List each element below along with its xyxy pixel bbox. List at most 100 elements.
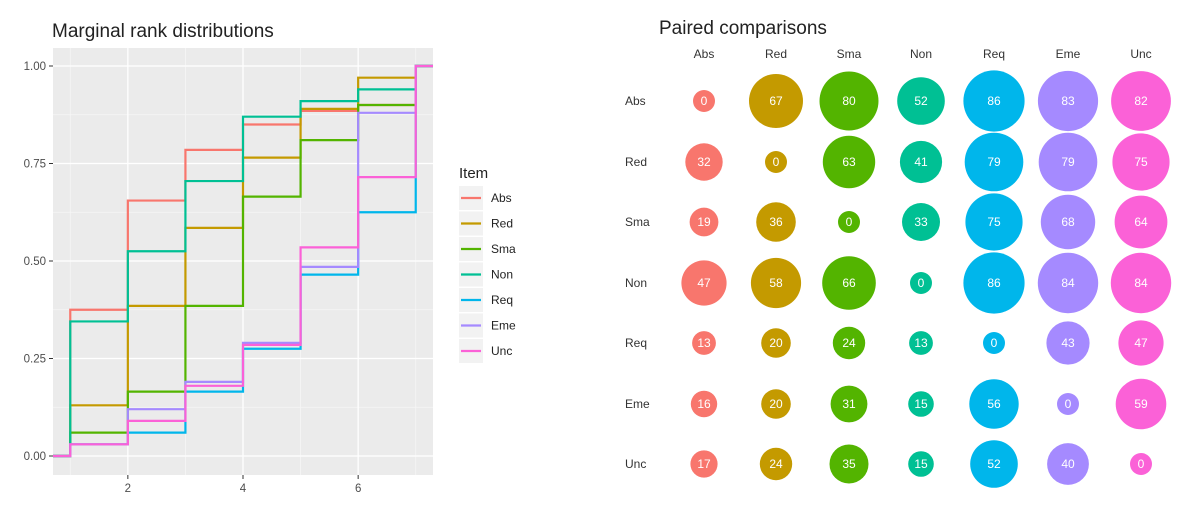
bubble-req-sma [832, 326, 866, 360]
bubble-unc-sma [829, 444, 869, 484]
legend-label-abs: Abs [491, 191, 512, 205]
column-headers: Abs Red Sma Non Req Eme Unc [694, 47, 1152, 61]
bubble-label: 0 [918, 276, 925, 290]
bubble-label: 80 [842, 94, 856, 108]
row-header-non: Non [625, 276, 647, 290]
column-header-abs: Abs [694, 47, 715, 61]
bubble-req-red [761, 328, 791, 358]
bubble-unc-non [908, 451, 934, 477]
legend-label-non: Non [491, 268, 513, 282]
bubble-non-eme [1037, 252, 1099, 314]
bubble-label: 24 [842, 336, 856, 350]
bubble-req-abs [692, 331, 716, 355]
bubble-label: 83 [1061, 94, 1075, 108]
column-header-unc: Unc [1130, 47, 1151, 61]
column-header-sma: Sma [837, 47, 862, 61]
x-tick-label: 6 [355, 483, 361, 495]
bubble-eme-abs [690, 390, 718, 418]
bubble-label: 66 [842, 276, 856, 290]
bubble-label: 33 [914, 215, 928, 229]
legend-items: Abs Red Sma Non Req Eme Unc [459, 186, 516, 363]
bubble-label: 35 [842, 457, 856, 471]
x-tick-label: 2 [125, 483, 131, 495]
bubbles: 0 67 80 52 86 83 82 32 0 63 41 79 79 75 19 36 0 33 75 68 64 4… [681, 70, 1172, 488]
paired-comparisons-chart: Paired comparisons Abs Red Sma Non Req Eme Unc… [600, 0, 1196, 515]
bubble-non-unc [1110, 252, 1172, 314]
bubble-label: 84 [1134, 276, 1148, 290]
bubble-label: 75 [1134, 155, 1148, 169]
bubble-non-sma [822, 256, 876, 310]
bubble-label: 41 [914, 155, 928, 169]
bubble-abs-sma [819, 71, 879, 131]
bubble-abs-non [897, 77, 945, 125]
bubble-eme-non [908, 391, 934, 417]
bubble-sma-red [756, 202, 796, 242]
bubble-label: 43 [1061, 336, 1075, 350]
bubble-label: 63 [842, 155, 856, 169]
bubble-unc-red [759, 447, 793, 481]
bubble-label: 31 [842, 397, 856, 411]
row-header-unc: Unc [625, 457, 646, 471]
x-tick-label: 4 [240, 483, 247, 495]
bubble-label: 0 [1065, 397, 1072, 411]
y-tick-label: 0.50 [24, 256, 46, 268]
bubble-unc-eme [1047, 443, 1089, 485]
paired-comparisons-svg: Paired comparisons Abs Red Sma Non Req Eme Unc… [625, 18, 1172, 488]
y-tick-label: 1.00 [24, 61, 46, 73]
bubble-red-eme [1038, 132, 1098, 192]
bubble-label: 0 [773, 155, 780, 169]
bubble-sma-unc [1114, 195, 1168, 249]
bubble-non-red [750, 257, 802, 309]
bubble-label: 67 [769, 94, 783, 108]
bubble-label: 20 [769, 397, 783, 411]
series-line-unc [53, 64, 433, 458]
bubble-req-unc [1118, 320, 1164, 366]
bubble-label: 13 [697, 336, 711, 350]
bubble-red-sma [822, 135, 876, 189]
bubble-red-req [964, 132, 1024, 192]
bubble-abs-red [749, 74, 803, 128]
row-header-eme: Eme [625, 397, 650, 411]
bubble-label: 56 [987, 397, 1001, 411]
bubble-label: 58 [769, 276, 783, 290]
y-tick-label: 0.00 [24, 451, 46, 463]
y-axis-ticks: 0.00 0.25 0.50 0.75 1.00 [24, 61, 53, 463]
column-header-non: Non [910, 47, 932, 61]
legend-label-unc: Unc [491, 344, 512, 358]
row-header-sma: Sma [625, 215, 650, 229]
bubble-label: 19 [697, 215, 711, 229]
bubble-non-non [910, 272, 932, 294]
bubble-label: 0 [991, 336, 998, 350]
marginal-rank-svg: Marginal rank distributions 0.00 0.25 0.50… [24, 21, 516, 495]
bubble-label: 40 [1061, 457, 1075, 471]
column-header-red: Red [765, 47, 787, 61]
y-tick-label: 0.75 [24, 159, 46, 171]
bubble-label: 86 [987, 94, 1001, 108]
bubble-eme-sma [830, 385, 868, 423]
legend-label-red: Red [491, 217, 513, 231]
row-headers: Abs Red Sma Non Req Eme Unc [625, 94, 650, 471]
bubble-label: 75 [987, 215, 1001, 229]
legend: Item Abs Red Sma Non Req Eme Unc [459, 165, 516, 363]
bubble-unc-unc [1130, 453, 1152, 475]
bubble-label: 15 [914, 397, 928, 411]
bubble-non-abs [681, 260, 727, 306]
bubble-label: 47 [1134, 336, 1148, 350]
series-line-red [53, 64, 433, 458]
bubble-req-non [909, 331, 933, 355]
series-line-sma [53, 64, 433, 458]
bubble-label: 79 [987, 155, 1001, 169]
bubble-eme-unc [1115, 378, 1167, 430]
bubble-label: 36 [769, 215, 783, 229]
bubble-unc-abs [690, 450, 718, 478]
bubble-label: 16 [697, 397, 711, 411]
series-lines [53, 64, 433, 458]
left-chart-title: Marginal rank distributions [52, 21, 274, 42]
bubble-label: 0 [1138, 457, 1145, 471]
bubble-label: 15 [914, 457, 928, 471]
row-header-abs: Abs [625, 94, 646, 108]
right-chart-title: Paired comparisons [659, 18, 827, 39]
bubble-abs-abs [693, 90, 715, 112]
bubble-sma-abs [689, 207, 719, 237]
bubble-abs-unc [1111, 71, 1171, 131]
